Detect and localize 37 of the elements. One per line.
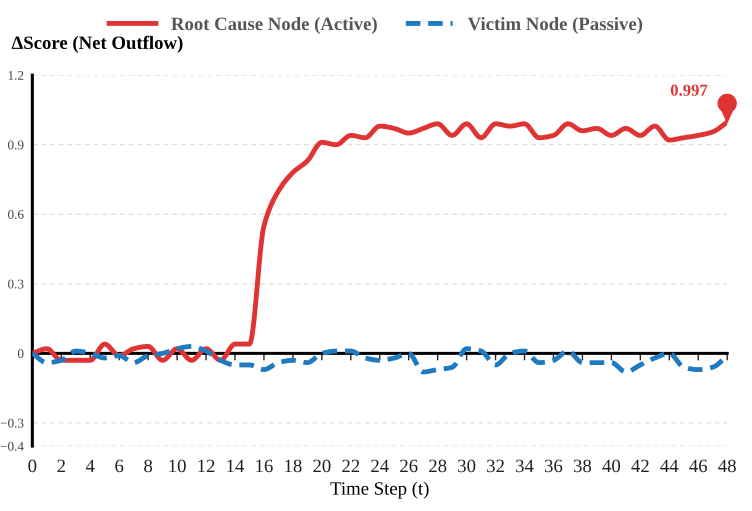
x-tick-label: 6 — [115, 460, 124, 472]
x-tick-label: 24 — [371, 460, 389, 472]
x-tick-label: 0 — [28, 460, 36, 472]
y-tick-label: 1.2 — [8, 70, 24, 80]
x-tick-label: 44 — [660, 460, 678, 472]
legend-label: Root Cause Node (Active) — [171, 16, 377, 34]
x-tick-label: 38 — [574, 460, 592, 472]
x-tick-label: 12 — [198, 460, 214, 472]
x-tick-label: 42 — [631, 460, 649, 472]
x-tick-label: 4 — [86, 460, 95, 472]
x-axis-title: Time Step (t) — [330, 482, 429, 499]
x-tick-label: 30 — [458, 460, 476, 472]
x-tick-label: 16 — [256, 460, 273, 472]
x-tick-label: 26 — [400, 460, 418, 472]
y-tick-label: −0.4 — [0, 442, 24, 451]
x-tick-label: 32 — [487, 460, 504, 472]
x-tick-label: 40 — [602, 460, 620, 472]
x-tick-label: 2 — [57, 460, 65, 472]
annotation: 0.997 — [670, 84, 708, 96]
x-tick-label: 28 — [429, 460, 446, 472]
legend-label: Victim Node (Passive) — [468, 16, 642, 34]
x-tick-label: 18 — [285, 460, 302, 472]
y-tick-label: −0.3 — [0, 418, 24, 428]
y-tick-label: 0 — [18, 349, 24, 358]
x-tick-label: 10 — [169, 460, 186, 472]
y-axis-title: ΔScore (Net Outflow) — [12, 36, 182, 53]
x-tick-label: 8 — [144, 460, 152, 472]
y-tick-label: 0.9 — [8, 140, 24, 150]
x-tick-label: 22 — [342, 460, 360, 472]
x-tick-label: 46 — [689, 460, 708, 472]
x-tick-label: 20 — [313, 460, 331, 472]
y-tick-label: 0.6 — [8, 210, 24, 219]
y-tick-label: 0.3 — [8, 280, 24, 289]
x-tick-label: 34 — [516, 460, 534, 472]
x-tick-label: 36 — [544, 460, 562, 472]
x-tick-label: 48 — [718, 460, 736, 472]
x-tick-label: 14 — [227, 460, 244, 472]
